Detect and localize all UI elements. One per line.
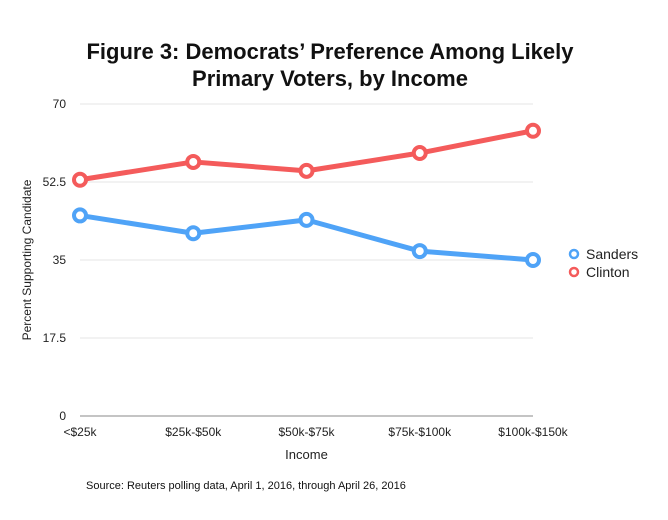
y-tick-label: 35 [53,253,67,267]
legend-marker-clinton [568,266,580,278]
data-point-clinton [298,162,315,179]
data-point-sanders [525,252,541,268]
x-tick-label: $50k-$75k [278,425,335,439]
y-tick-label: 17.5 [43,331,67,345]
data-point-sanders [185,225,202,242]
x-tick-label: $75k-$100k [388,425,452,439]
legend-label-sanders: Sanders [586,246,638,262]
data-point-clinton [411,145,428,162]
chart-title: Figure 3: Democrats’ Preference Among Li… [86,39,574,91]
y-tick-label: 0 [59,409,66,423]
legend-label-clinton: Clinton [586,264,630,280]
legend-marker-sanders [568,248,580,260]
x-tick-label: $100k-$150k [498,425,568,439]
y-tick-label: 70 [53,97,67,111]
data-point-sanders [298,211,315,228]
data-point-clinton [72,171,88,188]
y-tick-label: 52.5 [43,175,67,189]
data-point-clinton [525,122,541,139]
y-axis-label: Percent Supporting Candidate [20,179,34,340]
x-tick-label: $25k-$50k [165,425,222,439]
x-axis-label: Income [285,447,328,462]
x-tick-label: <$25k [63,425,97,439]
data-point-clinton [185,153,202,170]
data-point-sanders [72,207,88,224]
data-point-sanders [411,243,428,260]
source-note: Source: Reuters polling data, April 1, 2… [86,480,406,492]
